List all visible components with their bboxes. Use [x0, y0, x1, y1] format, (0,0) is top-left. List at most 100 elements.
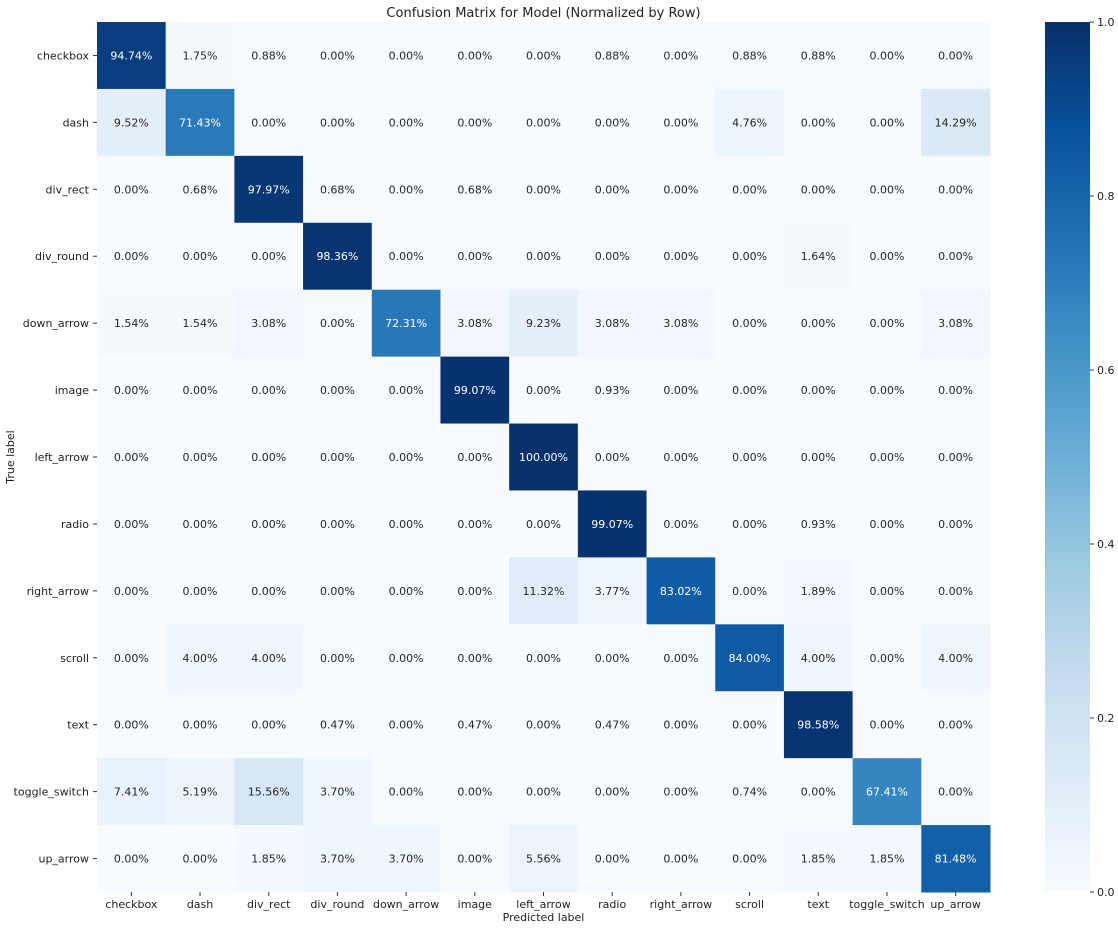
cell-value-label: 0.00%: [732, 183, 767, 196]
cell-value-label: 1.89%: [801, 585, 836, 598]
cell-value-label: 7.41%: [114, 786, 149, 799]
cell-value-label: 1.64%: [801, 250, 836, 263]
cell-value-label: 0.00%: [389, 183, 424, 196]
x-tick-label: left_arrow: [516, 898, 570, 911]
cell-value-label: 0.00%: [320, 384, 355, 397]
heatmap-cell: [783, 557, 854, 625]
heatmap-cell: [165, 88, 235, 157]
heatmap-cell: [646, 490, 716, 558]
cell-value-label: 84.00%: [729, 652, 771, 665]
heatmap-cell: [97, 22, 167, 90]
heatmap-cell: [440, 22, 510, 90]
cell-value-label: 0.00%: [526, 183, 561, 196]
heatmap-cell: [852, 289, 922, 358]
heatmap-cell: [303, 22, 373, 90]
cell-value-label: 0.74%: [732, 786, 767, 799]
cell-value-label: 0.47%: [320, 719, 355, 732]
cell-value-label: 0.00%: [114, 183, 149, 196]
colorbar-tick-label: 0.8: [1097, 190, 1115, 203]
cell-value-label: 0.00%: [114, 652, 149, 665]
x-tick-label: checkbox: [105, 898, 158, 911]
cell-value-label: 0.00%: [457, 518, 492, 531]
x-tick-label: radio: [598, 898, 626, 911]
heatmap-cell: [577, 22, 648, 90]
heatmap-cell: [509, 691, 579, 759]
heatmap-cell: [97, 490, 167, 558]
cell-value-label: 0.00%: [595, 116, 630, 129]
y-tick-label: text: [67, 719, 89, 732]
heatmap-cell: [371, 356, 441, 425]
heatmap-cell: [646, 289, 716, 358]
heatmap-cell: [577, 289, 648, 358]
cell-value-label: 0.00%: [869, 116, 904, 129]
cell-value-label: 0.00%: [457, 250, 492, 263]
cell-value-label: 0.00%: [869, 317, 904, 330]
heatmap-cell: [921, 22, 991, 90]
cell-value-label: 0.00%: [732, 451, 767, 464]
heatmap-cell: [646, 423, 716, 491]
cell-value-label: 0.00%: [663, 652, 698, 665]
heatmap-cell: [921, 490, 991, 558]
cell-value-label: 0.00%: [457, 49, 492, 62]
cell-value-label: 0.00%: [114, 585, 149, 598]
cell-value-label: 4.00%: [251, 652, 286, 665]
heatmap-cell: [783, 825, 854, 893]
cell-value-label: 0.00%: [114, 384, 149, 397]
heatmap-cell: [715, 22, 785, 90]
cell-value-label: 0.00%: [251, 250, 286, 263]
heatmap-cell: [852, 356, 922, 425]
heatmap-cell: [577, 155, 648, 224]
cell-value-label: 0.00%: [526, 786, 561, 799]
heatmap-cell: [97, 758, 167, 826]
cell-value-label: 72.31%: [385, 317, 427, 330]
heatmap-cell: [921, 222, 991, 291]
cell-value-label: 0.00%: [389, 518, 424, 531]
heatmap-cell: [577, 758, 648, 826]
cell-value-label: 99.07%: [454, 384, 496, 397]
cell-value-label: 3.08%: [938, 317, 973, 330]
heatmap-cell: [371, 222, 441, 291]
colorbar-tick-label: 0.6: [1097, 364, 1115, 377]
heatmap-cell: [715, 222, 785, 291]
cell-value-label: 0.00%: [663, 518, 698, 531]
cell-value-label: 0.00%: [457, 853, 492, 866]
chart-title: Confusion Matrix for Model (Normalized b…: [386, 6, 700, 21]
x-tick-label: down_arrow: [373, 898, 439, 911]
colorbar: [1045, 22, 1090, 892]
cell-value-label: 0.00%: [457, 585, 492, 598]
heatmap-cell: [165, 155, 235, 224]
cell-value-label: 81.48%: [935, 853, 977, 866]
heatmap-cell: [440, 356, 510, 425]
heatmap-cell: [97, 557, 167, 625]
cell-value-label: 0.00%: [183, 384, 218, 397]
x-tick-label: up_arrow: [930, 898, 981, 911]
cell-value-label: 3.08%: [663, 317, 698, 330]
cell-value-label: 0.00%: [869, 585, 904, 598]
heatmap-cell: [165, 423, 235, 491]
x-tick-label: right_arrow: [650, 898, 712, 911]
heatmap-cell: [646, 825, 716, 893]
cell-value-label: 0.00%: [389, 585, 424, 598]
heatmap-cell: [783, 691, 854, 759]
heatmap-cell: [234, 88, 304, 157]
heatmap-cell: [921, 691, 991, 759]
heatmap-cell: [440, 691, 510, 759]
cell-value-label: 0.00%: [663, 384, 698, 397]
x-axis-ticks: checkbox dash div_rect div_round down_arrow i…: [105, 892, 981, 911]
heatmap-cell: [165, 356, 235, 425]
cell-value-label: 0.00%: [595, 183, 630, 196]
cell-value-label: 0.00%: [663, 451, 698, 464]
cell-value-label: 0.00%: [663, 250, 698, 263]
heatmap-cell: [577, 691, 648, 759]
cell-value-label: 0.00%: [938, 451, 973, 464]
heatmap-cell: [440, 825, 510, 893]
cell-value-label: 0.00%: [801, 786, 836, 799]
cell-value-label: 0.00%: [457, 451, 492, 464]
heatmap-cell: [646, 758, 716, 826]
cell-value-label: 3.08%: [457, 317, 492, 330]
heatmap-cell: [371, 88, 441, 157]
cell-value-label: 0.68%: [183, 183, 218, 196]
y-tick-label: div_rect: [46, 183, 90, 196]
heatmap-cell: [509, 758, 579, 826]
cell-value-label: 67.41%: [866, 786, 908, 799]
